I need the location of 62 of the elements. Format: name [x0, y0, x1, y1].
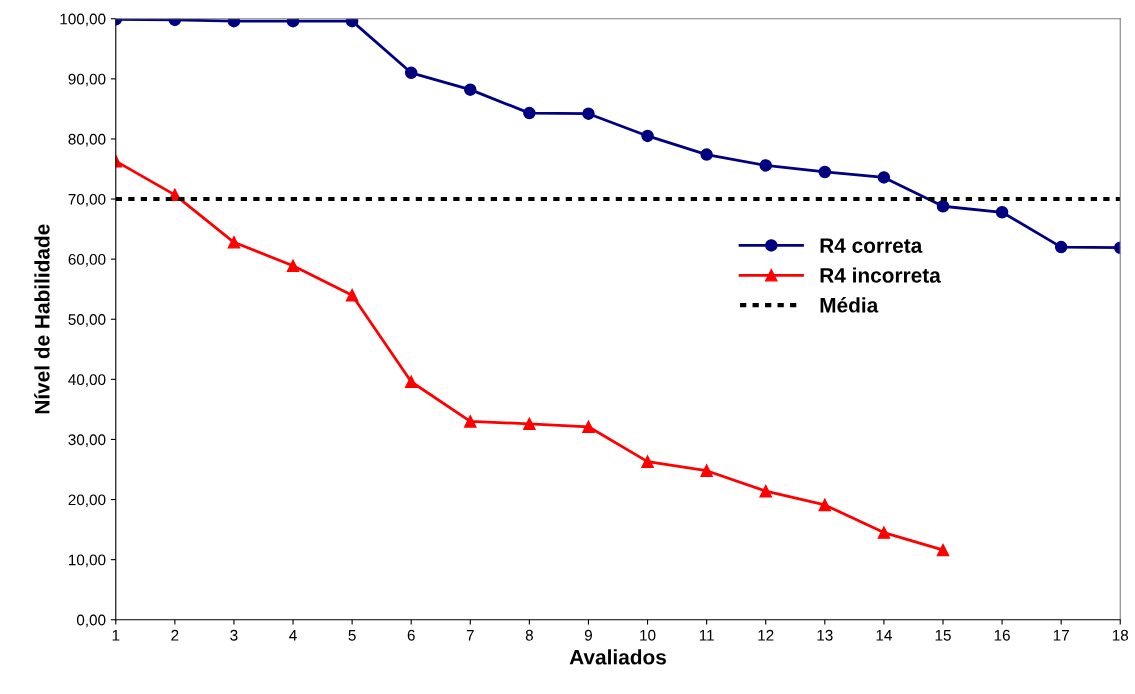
x-tick-label: 13 [817, 629, 833, 641]
point [404, 66, 418, 80]
x-tick-label: 17 [1053, 630, 1069, 641]
y-tick-label: 0,00 [76, 614, 106, 628]
y-tick-label: 100,00 [60, 13, 106, 27]
point [345, 288, 359, 302]
point [877, 171, 891, 184]
legend-label: R4 incorreta [820, 267, 941, 283]
y-tick-label: 60,00 [68, 254, 106, 267]
y-tick-label: 90,00 [68, 73, 106, 87]
point [582, 107, 595, 120]
x-tick-label: 16 [994, 629, 1010, 641]
x-tick-label: 9 [584, 629, 592, 641]
x-tick-label: 14 [876, 630, 892, 641]
x-tick-label: 12 [758, 629, 774, 641]
point [700, 148, 713, 161]
x-tick-label: 4 [289, 630, 297, 641]
legend-label: R4 correta [820, 238, 923, 253]
y-tick-label: 30,00 [68, 434, 106, 447]
point [227, 18, 241, 28]
point [227, 236, 241, 249]
point [286, 18, 300, 28]
x-tick-label: 18 [1112, 629, 1129, 641]
x-tick-label: 3 [230, 629, 238, 641]
point [582, 420, 595, 434]
y-axis-title: Nível de Habilidade [34, 224, 50, 414]
y-tick-label: 50,00 [68, 314, 106, 327]
point [641, 455, 654, 468]
point [286, 259, 300, 273]
point [818, 498, 832, 512]
point [936, 200, 950, 213]
point [641, 129, 654, 143]
x-tick-label: 8 [525, 629, 533, 641]
point [345, 18, 359, 28]
x-tick-label: 1 [112, 630, 120, 641]
point [464, 83, 477, 96]
y-tick-label: 40,00 [68, 374, 106, 387]
point [759, 159, 772, 172]
y-tick-label: 20,00 [68, 494, 106, 508]
y-tick-label: 10,00 [68, 554, 106, 568]
x-tick-label: 6 [407, 629, 415, 641]
point [700, 464, 713, 477]
point [936, 543, 950, 557]
point [404, 375, 418, 388]
x-tick-label: 10 [640, 629, 656, 641]
point [464, 415, 477, 428]
point [523, 417, 536, 431]
point [818, 165, 832, 179]
x-tick-label: 15 [935, 630, 951, 641]
legend-label: Média [820, 297, 879, 313]
y-tick-label: 80,00 [68, 133, 106, 147]
point [1054, 240, 1068, 254]
x-tick-label: 11 [699, 630, 714, 641]
x-axis-title: Avaliados [569, 649, 666, 665]
point [995, 206, 1009, 219]
point [877, 526, 891, 539]
x-tick-label: 2 [171, 629, 179, 641]
point [759, 484, 772, 498]
point [523, 106, 536, 120]
y-tick-label: 70,00 [68, 193, 106, 207]
x-tick-label: 7 [466, 630, 474, 641]
x-tick-label: 5 [348, 630, 356, 641]
